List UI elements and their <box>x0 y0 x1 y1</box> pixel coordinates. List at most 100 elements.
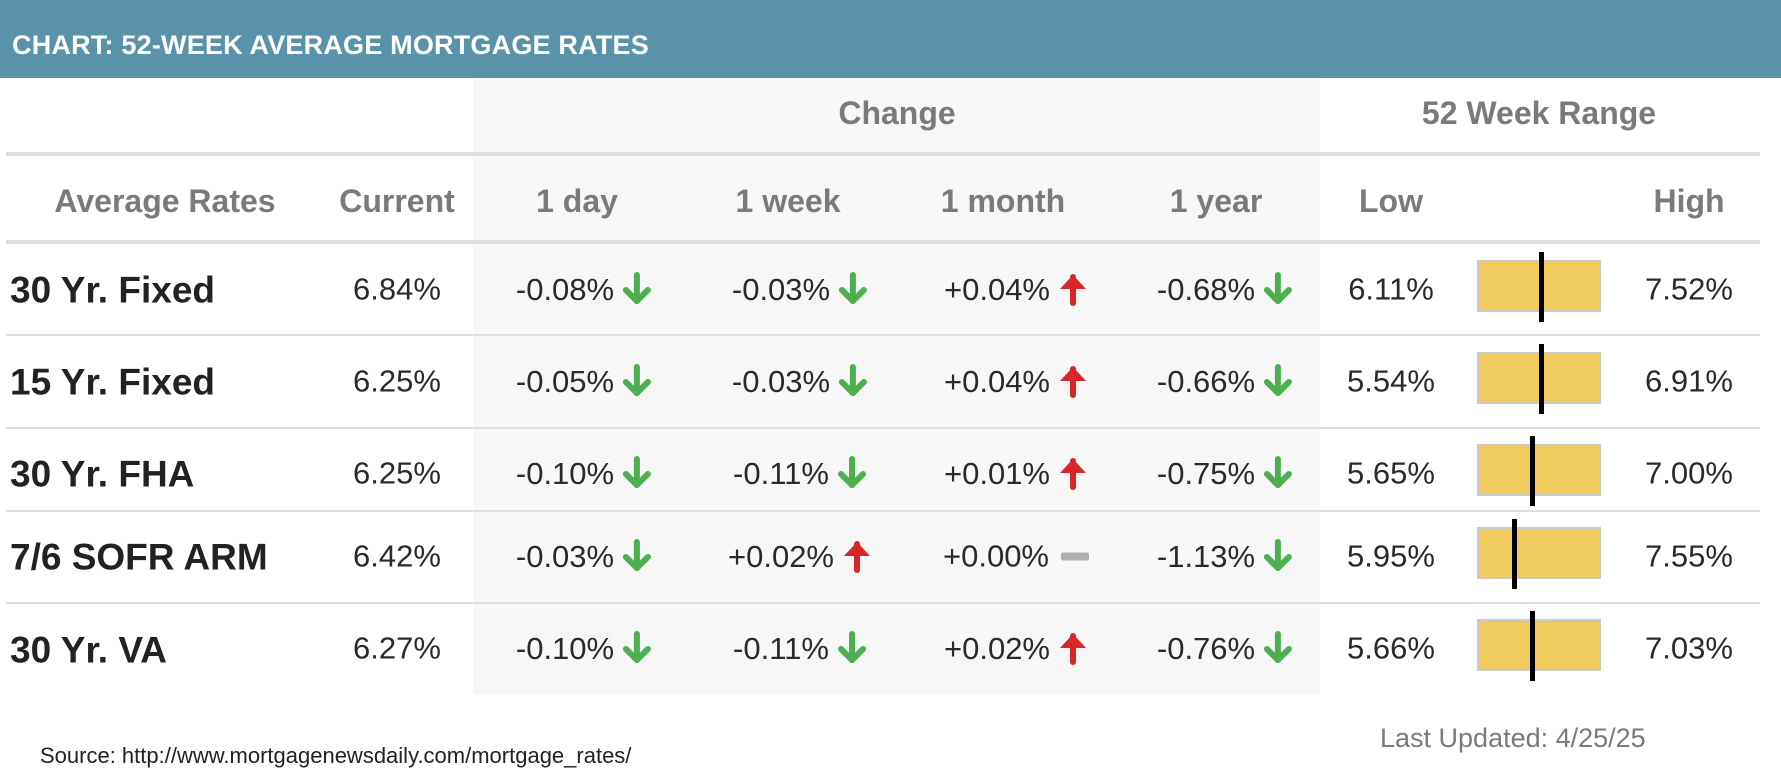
arrow-down-icon <box>1263 364 1293 398</box>
current-rate: 6.84% <box>353 271 441 307</box>
column-header-high: High <box>1653 183 1725 219</box>
arrow-down-icon <box>837 631 867 665</box>
column-header-current: Current <box>339 183 455 219</box>
change-value: -0.10% <box>515 455 615 491</box>
last-updated-label: Last Updated: 4/25/25 <box>1380 723 1646 753</box>
arrow-up-icon <box>842 539 872 573</box>
change-1-month: +0.04% <box>944 272 1088 306</box>
current-rate-marker <box>1538 252 1544 322</box>
current-rate-marker <box>1529 436 1535 506</box>
range-bar <box>1477 611 1601 681</box>
change-1-week: -0.11% <box>733 456 867 490</box>
change-value: +0.04% <box>943 363 1051 399</box>
change-1-year: -0.76% <box>1157 631 1293 665</box>
range-high: 7.03% <box>1645 630 1733 666</box>
change-value: +0.00% <box>942 538 1050 574</box>
row-label: 30 Yr. FHA <box>10 453 195 495</box>
arrow-down-icon <box>838 364 868 398</box>
arrow-down-icon <box>622 539 652 573</box>
arrow-down-icon <box>1263 631 1293 665</box>
row-label: 7/6 SOFR ARM <box>10 536 268 578</box>
change-group-shading <box>473 78 1320 694</box>
change-1-day: -0.03% <box>516 539 652 573</box>
column-header-1-day: 1 day <box>536 183 618 219</box>
range-bar <box>1477 519 1601 589</box>
arrow-down-icon <box>1263 456 1293 490</box>
row-label: 30 Yr. Fixed <box>10 269 215 311</box>
source-attribution: Source: http://www.mortgagenewsdaily.com… <box>40 743 632 768</box>
change-1-month: +0.02% <box>944 631 1088 665</box>
group-header-change: Change <box>838 95 956 131</box>
range-low: 5.95% <box>1347 538 1435 574</box>
arrow-down-icon <box>622 272 652 306</box>
range-high: 6.91% <box>1645 363 1733 399</box>
chart-title: CHART: 52-WEEK AVERAGE MORTGAGE RATES <box>12 30 649 60</box>
arrow-down-icon <box>1263 272 1293 306</box>
change-value: +0.02% <box>727 538 835 574</box>
current-rate-marker <box>1511 519 1517 589</box>
current-rate: 6.27% <box>353 630 441 666</box>
change-1-year: -0.68% <box>1157 272 1293 306</box>
change-value: +0.02% <box>943 630 1051 666</box>
current-rate-marker <box>1538 344 1544 414</box>
chart-header: CHART: 52-WEEK AVERAGE MORTGAGE RATES <box>0 0 1781 78</box>
row-divider <box>6 602 1760 604</box>
change-value: -0.10% <box>515 630 615 666</box>
range-bar <box>1477 252 1601 322</box>
row-divider <box>6 334 1760 336</box>
change-1-month: +0.01% <box>944 456 1088 490</box>
row-label: 30 Yr. VA <box>10 629 168 671</box>
change-value: -0.03% <box>731 363 831 399</box>
change-value: -0.03% <box>731 271 831 307</box>
change-1-week: -0.03% <box>732 272 868 306</box>
column-header-1-year: 1 year <box>1169 183 1263 219</box>
change-1-week: -0.03% <box>732 364 868 398</box>
change-1-week: -0.11% <box>733 631 867 665</box>
column-header-low: Low <box>1359 183 1423 219</box>
row-label: 15 Yr. Fixed <box>10 361 215 403</box>
change-value: -0.03% <box>515 538 615 574</box>
change-1-day: -0.10% <box>516 456 652 490</box>
row-divider <box>6 427 1760 429</box>
change-value: +0.01% <box>943 455 1051 491</box>
range-bar <box>1477 344 1601 414</box>
current-rate: 6.25% <box>353 363 441 399</box>
range-low: 5.54% <box>1347 363 1435 399</box>
change-1-day: -0.10% <box>516 631 652 665</box>
column-header-1-month: 1 month <box>940 183 1066 219</box>
arrow-up-icon <box>1058 631 1088 665</box>
change-value: -0.08% <box>515 271 615 307</box>
arrow-up-icon <box>1058 272 1088 306</box>
change-1-year: -0.66% <box>1157 364 1293 398</box>
no-change-dash-icon <box>1061 552 1090 560</box>
change-value: -0.75% <box>1156 455 1256 491</box>
change-value: +0.04% <box>943 271 1051 307</box>
range-low: 5.66% <box>1347 630 1435 666</box>
column-header-divider <box>6 240 1760 244</box>
change-value: -0.11% <box>733 630 829 666</box>
change-1-day: -0.08% <box>516 272 652 306</box>
range-high: 7.00% <box>1645 455 1733 491</box>
arrow-down-icon <box>837 456 867 490</box>
change-1-month: +0.00% <box>942 538 1090 574</box>
current-rate-marker <box>1529 611 1535 681</box>
change-value: -0.76% <box>1156 630 1256 666</box>
arrow-down-icon <box>622 364 652 398</box>
arrow-down-icon <box>622 456 652 490</box>
change-1-year: -1.13% <box>1157 539 1293 573</box>
current-rate: 6.25% <box>353 455 441 491</box>
change-value: -0.68% <box>1156 271 1256 307</box>
range-high: 7.55% <box>1645 538 1733 574</box>
change-1-week: +0.02% <box>728 539 872 573</box>
arrow-up-icon <box>1058 456 1088 490</box>
change-value: -0.11% <box>733 455 829 491</box>
row-divider <box>6 510 1760 512</box>
column-header-1-week: 1 week <box>735 183 841 219</box>
group-header-divider <box>6 152 1760 156</box>
group-header-52-week-range: 52 Week Range <box>1421 95 1657 131</box>
range-low: 6.11% <box>1348 271 1434 307</box>
range-low: 5.65% <box>1347 455 1435 491</box>
arrow-up-icon <box>1058 364 1088 398</box>
change-value: -1.13% <box>1156 538 1256 574</box>
current-rate: 6.42% <box>353 538 441 574</box>
